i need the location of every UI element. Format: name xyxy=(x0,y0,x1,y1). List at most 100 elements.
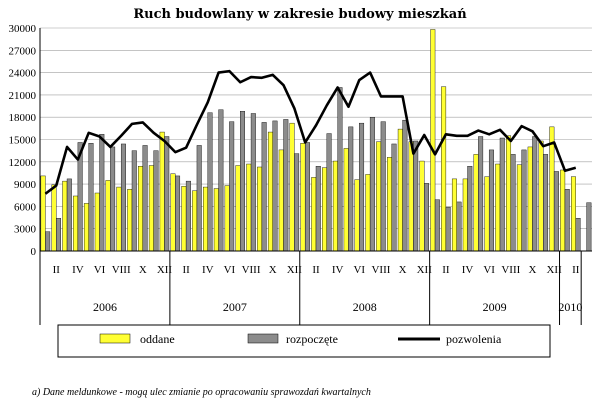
bar-rozpoczete xyxy=(424,183,429,252)
bar-rozpoczete xyxy=(272,120,278,252)
year-label: 2008 xyxy=(353,300,377,314)
bar-marks xyxy=(40,29,592,252)
bar-oddane xyxy=(484,176,490,252)
bar-oddane xyxy=(527,146,533,252)
bar-oddane xyxy=(516,164,522,252)
x-tick-label: XII xyxy=(157,264,173,276)
bar-rozpoczete xyxy=(564,189,570,252)
x-tick-label: VIII xyxy=(371,264,390,276)
x-tick-label: II xyxy=(442,264,450,276)
x-tick-label: XII xyxy=(546,264,562,276)
bar-oddane xyxy=(105,180,111,252)
bar-oddane xyxy=(148,165,154,252)
bar-rozpoczete xyxy=(391,143,397,252)
bar-rozpoczete xyxy=(120,143,126,252)
y-tick-label: 3000 xyxy=(14,224,37,236)
bar-rozpoczete xyxy=(304,142,310,252)
x-tick-label: X xyxy=(399,264,407,276)
bar-rozpoczete xyxy=(196,145,202,252)
bar-rozpoczete xyxy=(261,122,267,252)
bar-rozpoczete xyxy=(164,136,170,252)
legend-swatch xyxy=(99,333,131,344)
bar-rozpoczete xyxy=(499,137,505,252)
bar-oddane xyxy=(224,185,230,252)
bar-oddane xyxy=(451,178,457,252)
x-tick-label: II xyxy=(182,264,190,276)
bar-oddane xyxy=(83,203,89,252)
year-label: 2007 xyxy=(223,300,247,314)
y-tick-label: 15000 xyxy=(9,135,37,147)
bar-oddane xyxy=(322,167,328,252)
bar-rozpoczete xyxy=(250,113,256,252)
bar-rozpoczete xyxy=(543,154,549,252)
bar-oddane xyxy=(430,29,436,252)
bar-oddane xyxy=(376,141,382,252)
bar-rozpoczete xyxy=(110,146,116,252)
bar-rozpoczete xyxy=(315,166,321,252)
bar-oddane xyxy=(138,166,144,252)
bar-rozpoczete xyxy=(88,143,94,252)
x-tick-label: X xyxy=(528,264,536,276)
bar-rozpoczete xyxy=(175,175,181,252)
bar-oddane xyxy=(473,154,479,252)
legend-box xyxy=(57,324,551,358)
bar-rozpoczete xyxy=(99,134,105,252)
y-tick-label: 30000 xyxy=(9,23,37,35)
x-tick-label: X xyxy=(269,264,277,276)
bar-rozpoczete xyxy=(142,145,148,252)
bar-rozpoczete xyxy=(66,178,72,252)
bar-rozpoczete xyxy=(153,150,159,252)
bar-oddane xyxy=(116,186,122,252)
year-label: 2009 xyxy=(483,300,507,314)
x-tick-label: VIII xyxy=(112,264,131,276)
legend-label: oddane xyxy=(140,332,175,346)
x-tick-label: XII xyxy=(287,264,303,276)
y-tick-label: 9000 xyxy=(14,179,37,191)
bar-oddane xyxy=(538,140,544,252)
bar-oddane xyxy=(73,195,79,252)
bar-rozpoczete xyxy=(521,149,527,252)
bar-oddane xyxy=(311,177,317,252)
y-tick-labels: 0 3000 6000 9000 12000 15000 18000 21000 24000 27… xyxy=(9,23,37,258)
legend-label: rozpoczęte xyxy=(286,332,338,346)
bar-rozpoczete xyxy=(488,149,494,252)
bar-oddane xyxy=(192,190,198,252)
bar-oddane xyxy=(408,141,414,252)
bar-rozpoczete xyxy=(402,119,408,252)
bar-oddane xyxy=(495,163,501,252)
bar-oddane xyxy=(549,126,555,252)
bar-oddane xyxy=(419,160,425,252)
bar-rozpoczete xyxy=(380,121,386,252)
bar-oddane xyxy=(343,148,349,252)
y-tick-label: 18000 xyxy=(9,112,37,124)
y-tick-label: 27000 xyxy=(9,45,37,57)
bar-oddane xyxy=(332,160,338,252)
bar-oddane xyxy=(365,174,371,252)
bar-rozpoczete xyxy=(456,201,462,252)
axes xyxy=(39,28,592,325)
x-tick-label: IV xyxy=(462,264,474,276)
bar-rozpoczete xyxy=(131,150,137,252)
bar-rozpoczete xyxy=(56,218,61,252)
bar-oddane xyxy=(127,189,133,252)
x-tick-label: VIII xyxy=(501,264,520,276)
x-tick-label: XII xyxy=(417,264,433,276)
bar-rozpoczete xyxy=(359,122,365,252)
bar-oddane xyxy=(40,175,46,252)
bar-oddane xyxy=(159,131,165,252)
bar-rozpoczete xyxy=(45,231,51,252)
bar-rozpoczete xyxy=(434,199,440,252)
bar-rozpoczete xyxy=(337,87,343,252)
x-tick-label: VIII xyxy=(242,264,261,276)
bar-oddane xyxy=(257,166,263,252)
year-label: 2010 xyxy=(558,300,582,314)
bar-rozpoczete xyxy=(294,153,300,252)
bar-rozpoczete xyxy=(369,116,375,252)
x-tick-label: II xyxy=(312,264,320,276)
bar-rozpoczete xyxy=(185,180,191,252)
bar-oddane xyxy=(571,176,576,252)
bar-oddane xyxy=(246,163,252,252)
legend: oddane rozpoczęte pozwolenia xyxy=(57,324,551,358)
